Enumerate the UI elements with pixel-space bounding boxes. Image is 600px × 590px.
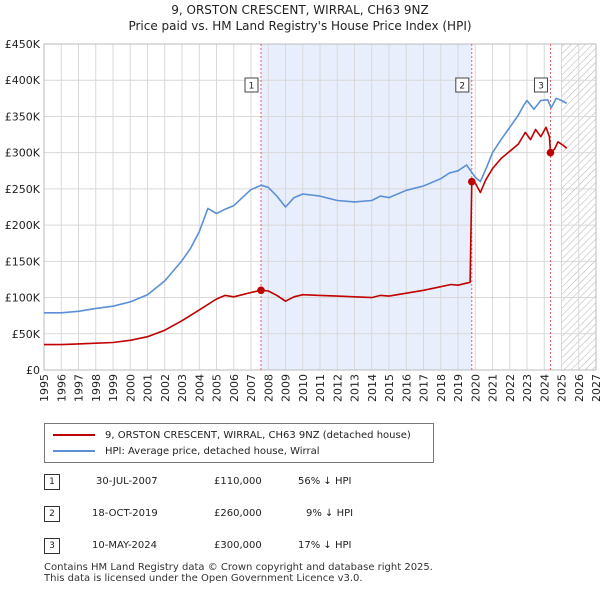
plot-border — [43, 43, 597, 371]
table-row: 2 18-OCT-2019 £260,000 9% ↓ HPI — [44, 506, 404, 522]
transaction-hpi-diff: 56% ↓ HPI — [298, 476, 352, 487]
x-tick-label: 1997 — [73, 374, 86, 402]
y-tick-label: £350K — [5, 110, 41, 123]
x-tick-label: 2026 — [573, 374, 586, 402]
x-tick-label: 2018 — [435, 374, 448, 402]
transaction-date: 30-JUL-2007 — [96, 476, 158, 487]
footer-licence: This data is licensed under the Open Gov… — [44, 573, 363, 584]
x-tick-label: 2012 — [331, 374, 344, 402]
y-tick-label: £100K — [5, 292, 41, 305]
x-tick-label: 2024 — [538, 374, 551, 402]
transaction-price: £300,000 — [214, 540, 262, 551]
y-tick-label: £450K — [5, 38, 41, 51]
x-tick-label: 2023 — [521, 374, 534, 402]
y-tick-label: £150K — [5, 255, 41, 268]
x-tick-label: 2021 — [487, 374, 500, 402]
marker-number: 2 — [44, 506, 60, 522]
transaction-date: 10-MAY-2024 — [92, 540, 158, 551]
x-tick-label: 2003 — [176, 374, 189, 402]
x-tick-label: 2005 — [211, 374, 224, 402]
table-row: 3 10-MAY-2024 £300,000 17% ↓ HPI — [44, 538, 404, 554]
sale-point-1 — [257, 286, 265, 295]
legend-swatch-hpi — [53, 450, 95, 452]
chart-subtitle: Price paid vs. HM Land Registry's House … — [128, 19, 472, 33]
x-tick-label: 2015 — [383, 374, 396, 402]
x-tick-label: 1995 — [38, 374, 51, 402]
x-tick-label: 2002 — [159, 374, 172, 402]
y-tick-label: £300K — [5, 147, 41, 160]
y-tick-label: £200K — [5, 219, 41, 232]
marker-number: 3 — [44, 538, 60, 554]
legend-item-price: 9, ORSTON CRESCENT, WIRRAL, CH63 9NZ (de… — [53, 428, 411, 442]
x-tick-label: 1999 — [107, 374, 120, 402]
sale-point-2 — [468, 177, 476, 186]
marker-box-2 — [455, 77, 470, 93]
y-tick-label: £400K — [5, 74, 41, 87]
marker-label-3: 3 — [538, 82, 544, 92]
transaction-date: 18-OCT-2019 — [92, 508, 158, 519]
x-tick-label: 2017 — [418, 374, 431, 402]
x-tick-label: 2013 — [349, 374, 362, 402]
x-tick-label: 2010 — [297, 374, 310, 402]
marker-number: 1 — [44, 474, 60, 490]
x-tick-label: 2006 — [228, 374, 241, 402]
x-tick-label: 2009 — [280, 374, 293, 402]
marker-box-1 — [244, 77, 259, 93]
x-tick-label: 2027 — [590, 374, 600, 402]
x-tick-label: 2004 — [193, 374, 206, 402]
x-tick-label: 2011 — [314, 374, 327, 402]
y-tick-label: £0 — [26, 364, 40, 377]
x-tick-label: 1998 — [90, 374, 103, 402]
chart-title: 9, ORSTON CRESCENT, WIRRAL, CH63 9NZ — [171, 3, 429, 17]
x-tick-label: 2025 — [556, 374, 569, 402]
legend-swatch-price — [53, 434, 95, 436]
price-paid-line — [44, 126, 568, 346]
marker-label-1: 1 — [249, 82, 255, 92]
transaction-price: £260,000 — [214, 508, 262, 519]
legend-item-hpi: HPI: Average price, detached house, Wirr… — [53, 444, 320, 458]
transaction-hpi-diff: 9% ↓ HPI — [306, 508, 354, 519]
x-tick-label: 2019 — [452, 374, 465, 402]
marker-box-3 — [533, 77, 548, 93]
legend-label-price: 9, ORSTON CRESCENT, WIRRAL, CH63 9NZ (de… — [105, 429, 411, 441]
x-tick-label: 2001 — [142, 374, 155, 402]
footer-copyright: Contains HM Land Registry data © Crown c… — [44, 562, 433, 573]
legend-label-hpi: HPI: Average price, detached house, Wirr… — [105, 445, 320, 457]
x-tick-label: 1996 — [55, 374, 68, 402]
sale-point-3 — [546, 148, 555, 157]
x-tick-label: 2007 — [245, 374, 258, 402]
transaction-price: £110,000 — [214, 476, 262, 487]
footer: Contains HM Land Registry data © Crown c… — [44, 562, 433, 584]
highlight-band — [261, 44, 472, 370]
table-row: 1 30-JUL-2007 £110,000 56% ↓ HPI — [44, 474, 404, 490]
x-tick-label: 2000 — [124, 374, 137, 402]
marker-label-2: 2 — [459, 82, 465, 92]
x-tick-label: 2014 — [366, 374, 379, 402]
x-tick-label: 2016 — [400, 374, 413, 402]
price-chart: 1 2 3 £0 £50K £100K £150K £200K £250K £300K £350K £… — [5, 38, 600, 402]
y-tick-label: £250K — [5, 183, 41, 196]
legend: 9, ORSTON CRESCENT, WIRRAL, CH63 9NZ (de… — [44, 423, 434, 463]
x-tick-label: 2008 — [262, 374, 275, 402]
transaction-hpi-diff: 17% ↓ HPI — [298, 540, 352, 551]
x-tick-label: 2022 — [504, 374, 517, 402]
x-tick-label: 2020 — [469, 374, 482, 402]
y-tick-label: £50K — [12, 328, 41, 341]
hpi-line — [44, 97, 568, 314]
